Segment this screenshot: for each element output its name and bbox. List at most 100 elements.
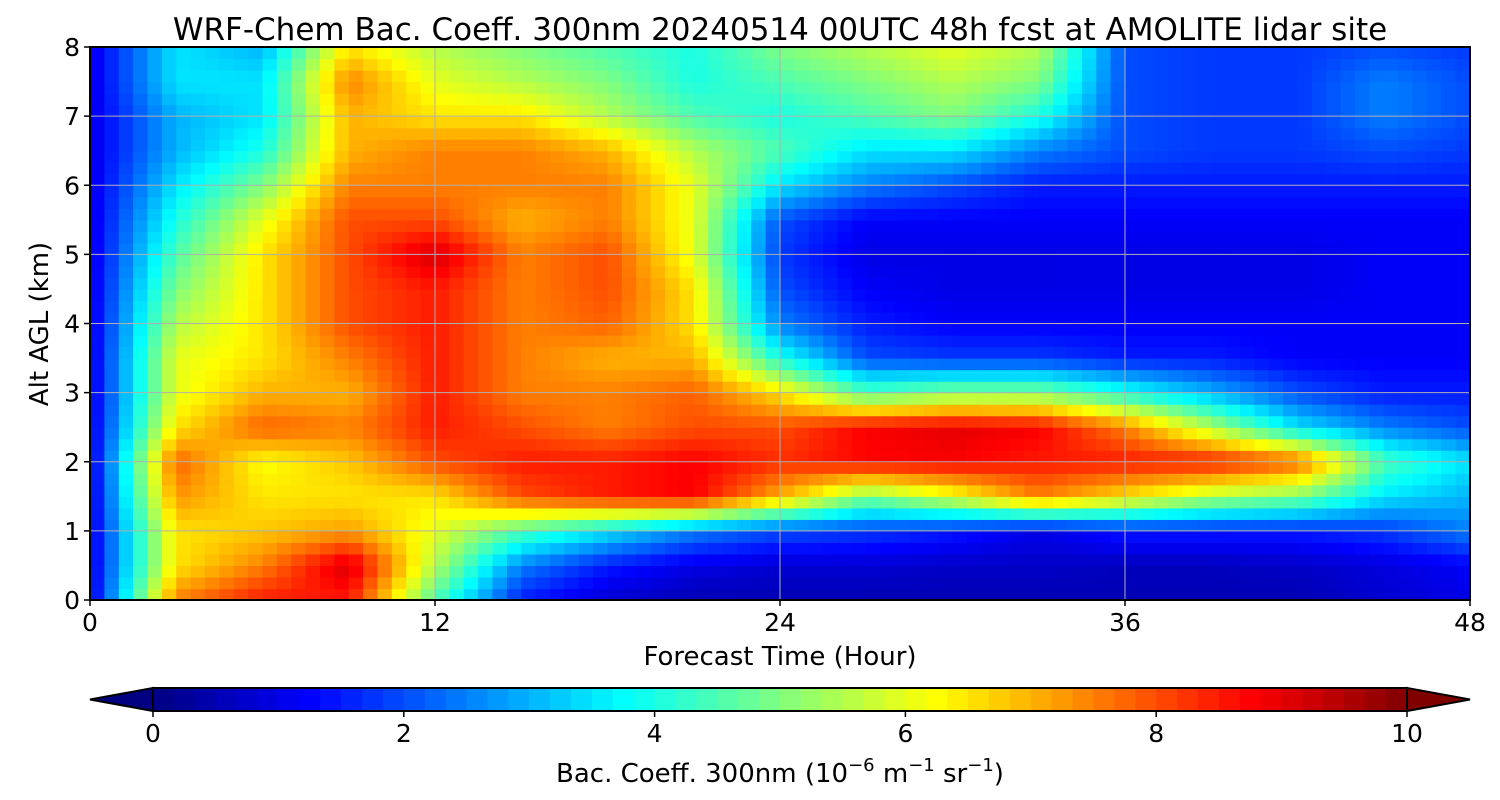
heatmap-cell bbox=[1326, 288, 1342, 302]
heatmap-cell bbox=[823, 288, 839, 302]
heatmap-cell bbox=[1139, 404, 1155, 417]
heatmap-cell bbox=[506, 323, 522, 336]
heatmap-cell bbox=[1139, 358, 1155, 371]
heatmap-cell bbox=[90, 576, 105, 590]
heatmap-cell bbox=[1398, 473, 1414, 486]
heatmap-cell bbox=[765, 265, 781, 279]
heatmap-cell bbox=[262, 231, 278, 244]
heatmap-cell bbox=[1053, 150, 1069, 163]
heatmap-cell bbox=[205, 219, 220, 232]
heatmap-cell bbox=[909, 196, 925, 209]
heatmap-cell bbox=[104, 323, 120, 336]
heatmap-cell bbox=[981, 288, 997, 302]
heatmap-cell bbox=[679, 70, 695, 83]
heatmap-cell bbox=[880, 565, 896, 578]
heatmap-cell bbox=[291, 139, 307, 152]
heatmap-cell bbox=[751, 300, 767, 313]
heatmap-cell bbox=[1254, 427, 1270, 440]
heatmap-cell bbox=[665, 288, 680, 302]
heatmap-cell bbox=[966, 219, 982, 232]
heatmap-cell bbox=[665, 104, 680, 117]
heatmap-cell bbox=[1383, 542, 1399, 555]
heatmap-cell bbox=[391, 185, 407, 198]
heatmap-cell bbox=[708, 277, 724, 290]
heatmap-cell bbox=[1182, 288, 1198, 302]
heatmap-cell bbox=[679, 450, 695, 463]
heatmap-cell bbox=[262, 427, 278, 440]
heatmap-cell bbox=[1426, 277, 1442, 290]
heatmap-cell bbox=[1081, 427, 1097, 440]
heatmap-cell bbox=[636, 93, 652, 106]
heatmap-cell bbox=[1038, 461, 1054, 474]
heatmap-cell bbox=[794, 81, 810, 94]
heatmap-cell bbox=[449, 542, 465, 555]
heatmap-cell bbox=[1369, 58, 1385, 71]
heatmap-cell bbox=[607, 311, 623, 325]
heatmap-cell bbox=[1139, 507, 1155, 520]
heatmap-cell bbox=[1196, 173, 1212, 186]
heatmap-cell bbox=[966, 47, 982, 60]
heatmap-cell bbox=[981, 219, 997, 232]
heatmap-cell bbox=[1369, 369, 1385, 382]
heatmap-cell bbox=[1110, 300, 1126, 313]
colorbar-label-prefix: Bac. Coeff. 300nm (10 bbox=[556, 759, 848, 789]
heatmap-cell bbox=[808, 415, 824, 428]
heatmap-cell bbox=[765, 311, 781, 325]
heatmap-cell bbox=[895, 208, 910, 221]
heatmap-cell bbox=[1168, 311, 1184, 325]
heatmap-cell bbox=[1441, 530, 1457, 543]
heatmap-cell bbox=[521, 323, 537, 336]
heatmap-cell bbox=[1081, 104, 1097, 117]
heatmap-cell bbox=[377, 173, 393, 186]
heatmap-cell bbox=[320, 427, 335, 440]
heatmap-cell bbox=[794, 335, 810, 348]
heatmap-cell bbox=[1153, 196, 1169, 209]
heatmap-cell bbox=[650, 277, 666, 290]
heatmap-cell bbox=[1038, 346, 1054, 359]
heatmap-cell bbox=[923, 70, 939, 83]
heatmap-cell bbox=[1311, 173, 1327, 186]
heatmap-cell bbox=[1038, 219, 1054, 232]
heatmap-cell bbox=[1139, 542, 1155, 555]
heatmap-cell bbox=[808, 392, 824, 405]
heatmap-cell bbox=[880, 311, 896, 325]
heatmap-cell bbox=[780, 507, 795, 520]
heatmap-cell bbox=[320, 507, 335, 520]
heatmap-cell bbox=[636, 427, 652, 440]
heatmap-cell bbox=[1225, 219, 1241, 232]
heatmap-cell bbox=[593, 542, 609, 555]
heatmap-cell bbox=[506, 139, 522, 152]
heatmap-cell bbox=[550, 415, 565, 428]
heatmap-cell bbox=[435, 265, 450, 279]
heatmap-cell bbox=[1168, 496, 1184, 509]
heatmap-cell bbox=[1268, 565, 1284, 578]
heatmap-cell bbox=[320, 576, 335, 590]
heatmap-cell bbox=[995, 254, 1011, 267]
heatmap-cell bbox=[1168, 392, 1184, 405]
heatmap-cell bbox=[420, 427, 436, 440]
heatmap-cell bbox=[320, 519, 335, 532]
heatmap-cell bbox=[262, 311, 278, 325]
heatmap-cell bbox=[621, 254, 637, 267]
heatmap-cell bbox=[1125, 150, 1140, 163]
heatmap-cell bbox=[665, 93, 680, 106]
heatmap-cell bbox=[794, 47, 810, 60]
heatmap-cell bbox=[966, 565, 982, 578]
heatmap-cell bbox=[363, 484, 379, 497]
heatmap-cell bbox=[578, 565, 594, 578]
heatmap-cell bbox=[377, 300, 393, 313]
heatmap-cell bbox=[248, 93, 264, 106]
heatmap-cell bbox=[492, 81, 508, 94]
heatmap-cell bbox=[1268, 519, 1284, 532]
heatmap-cell bbox=[205, 254, 220, 267]
heatmap-cell bbox=[650, 496, 666, 509]
heatmap-cell bbox=[1297, 219, 1313, 232]
heatmap-cell bbox=[1398, 70, 1414, 83]
heatmap-cell bbox=[478, 323, 494, 336]
heatmap-cell bbox=[564, 404, 580, 417]
heatmap-cell bbox=[291, 185, 307, 198]
heatmap-cell bbox=[1355, 162, 1370, 175]
heatmap-cell bbox=[1326, 254, 1342, 267]
heatmap-cell bbox=[1182, 150, 1198, 163]
heatmap-cell bbox=[851, 162, 867, 175]
